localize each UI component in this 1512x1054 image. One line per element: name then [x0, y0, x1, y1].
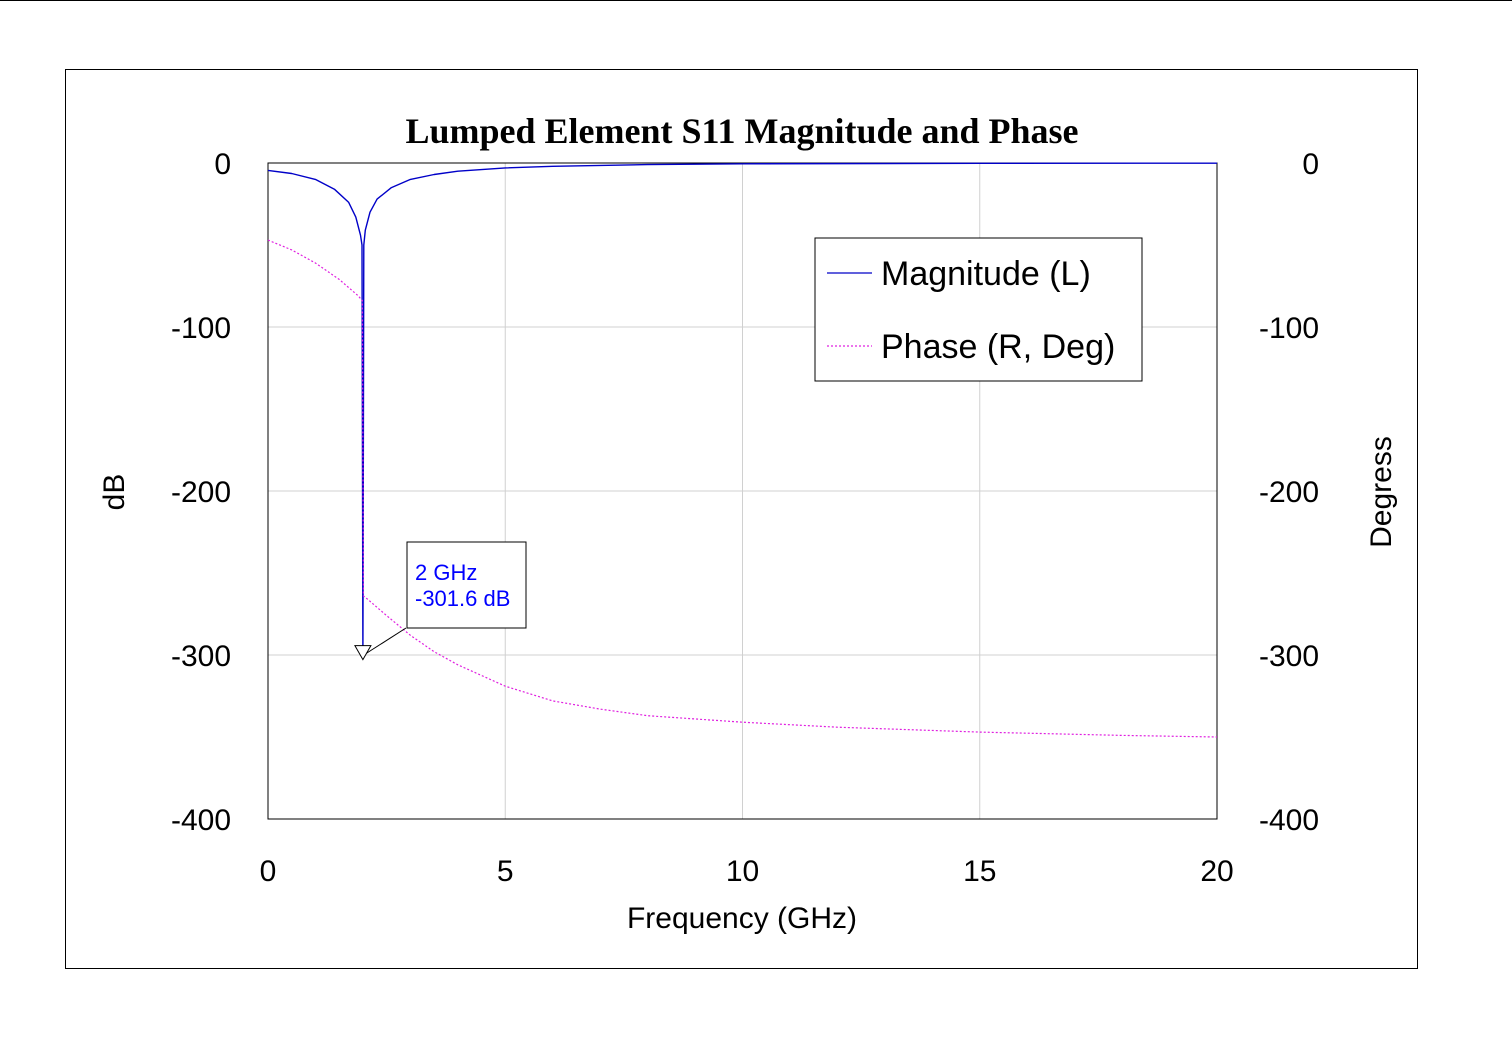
- x-tick-label: 10: [726, 855, 759, 888]
- x-tick-label: 15: [963, 855, 996, 888]
- annotation-box: [406, 541, 527, 629]
- annotation-value-label: -301.6 dB: [415, 586, 510, 611]
- x-axis-label: Frequency (GHz): [627, 902, 857, 935]
- plot-area-border: [267, 162, 1218, 820]
- x-tick-label: 5: [497, 855, 514, 888]
- right-y-tick-label: -400: [1259, 804, 1319, 837]
- legend-box: [814, 237, 1143, 382]
- right-y-tick-label: -200: [1259, 476, 1319, 509]
- annotation-layer: 2 GHz-301.6 dB: [354, 541, 527, 661]
- left-y-tick-label: -400: [171, 804, 231, 837]
- annotation-marker-triangle: [354, 645, 372, 661]
- right-y-tick-label: -300: [1259, 640, 1319, 673]
- annotation-leader-line: [365, 627, 407, 655]
- magnitude-series-line: [267, 162, 1218, 659]
- legend-label-phase: Phase (R, Deg): [881, 328, 1115, 366]
- right-y-tick-label: 0: [1302, 148, 1319, 181]
- series-layer: [267, 162, 1218, 738]
- chart-frame: Lumped Element S11 Magnitude and Phase 0…: [65, 69, 1418, 969]
- right-y-tick-label: -100: [1259, 312, 1319, 345]
- left-y-tick-label: -100: [171, 312, 231, 345]
- left-y-tick-label: -300: [171, 640, 231, 673]
- x-tick-label: 0: [260, 855, 277, 888]
- x-tick-label: 20: [1200, 855, 1233, 888]
- legend-label-magnitude: Magnitude (L): [881, 255, 1091, 293]
- x-axis-ticks: 0 5 10 15 20: [260, 855, 1234, 888]
- right-axis-ticks: 0 -100 -200 -300 -400: [1259, 148, 1319, 837]
- annotation-frequency-label: 2 GHz: [415, 560, 477, 585]
- phase-series-line: [267, 239, 1218, 738]
- right-y-axis-label: Degress: [1365, 436, 1398, 548]
- left-y-axis-label: dB: [98, 474, 131, 511]
- top-border-line: [0, 0, 1512, 1]
- left-axis-ticks: 0 -100 -200 -300 -400: [171, 148, 231, 837]
- legend: Magnitude (L) Phase (R, Deg): [814, 237, 1143, 382]
- chart-canvas: Lumped Element S11 Magnitude and Phase 0…: [98, 111, 1398, 935]
- left-y-tick-label: 0: [214, 148, 231, 181]
- left-y-tick-label: -200: [171, 476, 231, 509]
- chart-title: Lumped Element S11 Magnitude and Phase: [405, 111, 1078, 151]
